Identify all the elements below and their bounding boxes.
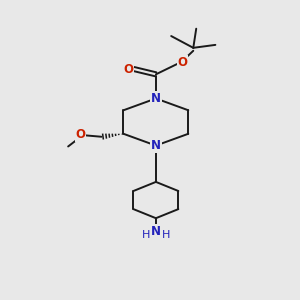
Text: N: N [151,139,161,152]
Text: N: N [151,225,161,238]
Text: O: O [177,56,188,69]
Text: O: O [124,62,134,76]
Text: O: O [76,128,86,141]
Text: H: H [162,230,170,240]
Text: N: N [151,92,161,105]
Text: H: H [141,230,150,240]
